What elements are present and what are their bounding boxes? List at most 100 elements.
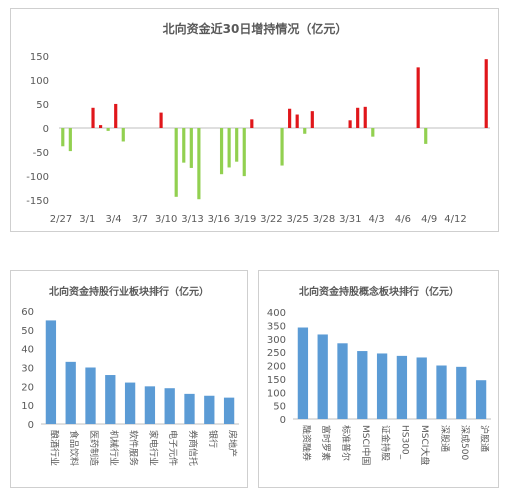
y-tick-label: -100 [26, 172, 49, 183]
y-tick-label: 400 [267, 308, 286, 319]
y-tick-label: 0 [28, 420, 34, 431]
bar [61, 128, 65, 147]
chart-title: 北向资金持股行业板块排行（亿元） [49, 285, 209, 298]
bar [348, 120, 352, 128]
bar [106, 128, 110, 131]
bar [396, 355, 408, 419]
y-tick-label: -150 [26, 196, 49, 207]
bar [219, 128, 224, 175]
y-tick-label: -50 [33, 148, 49, 159]
bar [337, 343, 348, 419]
bar [189, 128, 193, 168]
category-label: 软件服务 [128, 430, 140, 466]
category-label: MSCI中国 [360, 425, 372, 465]
bar [65, 361, 76, 424]
y-tick-label: 30 [21, 364, 34, 375]
bar [159, 112, 163, 128]
category-label: 银行 [207, 430, 219, 448]
bar [484, 59, 488, 128]
x-tick-label: 3/1 [79, 214, 95, 225]
bar [357, 351, 368, 419]
bar [371, 128, 375, 137]
category-label: 券商信托 [187, 430, 199, 466]
industry-chart: 北向资金持股行业板块排行（亿元） 60 50 40 30 20 10 0 酿酒行业 食品饮料 医药制… [21, 285, 239, 466]
y-tick-label: 100 [30, 76, 49, 87]
bar [223, 397, 235, 424]
y-tick-label: 0 [280, 415, 286, 426]
y-tick-label: 0 [43, 124, 49, 135]
bar [121, 128, 125, 142]
x-tick-label: 3/7 [132, 214, 148, 225]
y-tick-label: 250 [267, 348, 286, 359]
x-tick-label: 4/9 [421, 214, 437, 225]
bar [124, 382, 136, 424]
bar [105, 375, 116, 424]
category-label: 证金持股 [380, 425, 392, 461]
y-tick-label: 150 [267, 375, 286, 386]
category-label: 深股通 [439, 425, 450, 452]
bar [436, 365, 447, 419]
bar [227, 128, 231, 168]
y-tick-label: 300 [267, 335, 286, 346]
bar [68, 128, 72, 152]
bar [98, 125, 103, 128]
bar [184, 393, 195, 424]
y-tick-label: 10 [21, 401, 34, 412]
bar [250, 119, 254, 128]
bar [288, 108, 292, 128]
y-tick-label: 60 [21, 307, 34, 318]
category-label: 房地产 [227, 430, 239, 457]
daily-flow-chart-panel: 北向资金近30日增持情况（亿元） 150 100 50 0 -50 -100 -150 2/27… [10, 8, 499, 232]
y-tick-label: 20 [21, 382, 34, 393]
bar [280, 128, 284, 166]
category-label: 融资融券 [300, 425, 312, 461]
bar [144, 386, 156, 424]
bar [114, 103, 118, 128]
category-label: 机械行业 [108, 430, 120, 466]
chart-title: 北向资金持股概念板块排行（亿元） [299, 285, 459, 298]
bar [204, 395, 215, 424]
y-tick-label: 50 [273, 402, 286, 413]
category-label: 沪股通 [479, 425, 491, 452]
category-label: HS300_ [399, 425, 409, 460]
x-tick-label: 3/31 [339, 214, 361, 225]
y-tick-label: 50 [21, 326, 34, 337]
bar [424, 128, 428, 144]
bar [317, 334, 328, 419]
y-tick-label: 350 [267, 321, 286, 332]
chart-title: 北向资金近30日增持情况（亿元） [163, 21, 348, 36]
bar [295, 114, 299, 128]
y-tick-label: 50 [36, 100, 49, 111]
category-label: MSCI大盘 [419, 425, 431, 465]
category-label: 电子元件 [167, 430, 179, 466]
bar [182, 128, 186, 163]
bar [456, 366, 467, 419]
industry-chart-panel: 北向资金持股行业板块排行（亿元） 60 50 40 30 20 10 0 酿酒行业 食品饮料 医药制… [10, 270, 248, 488]
bar [416, 67, 420, 128]
x-tick-label: 3/10 [155, 214, 177, 225]
bar [376, 353, 388, 419]
category-label: 家电行业 [147, 430, 159, 466]
x-tick-label: 3/16 [208, 214, 230, 225]
y-tick-label: 40 [21, 345, 34, 356]
y-tick-label: 100 [267, 388, 286, 399]
y-tick-label: 150 [30, 52, 49, 63]
bar [197, 128, 201, 200]
category-label: 标准普尔 [340, 425, 352, 461]
concept-chart-panel: 北向资金持股概念板块排行（亿元） 400 350 300 250 200 150 100 50 0… [258, 270, 499, 488]
bar [310, 111, 314, 128]
bar [85, 367, 96, 424]
bar [91, 107, 95, 128]
x-tick-label: 4/3 [369, 214, 385, 225]
x-tick-label: 3/13 [181, 214, 203, 225]
bar [475, 380, 487, 419]
bar [303, 128, 307, 134]
category-label: 酿酒行业 [48, 430, 60, 466]
category-label: 深成500 [459, 425, 471, 460]
x-tick-label: 3/28 [313, 214, 335, 225]
bar [235, 128, 239, 162]
x-tick-label: 2/27 [50, 214, 72, 225]
daily-flow-chart: 北向资金近30日增持情况（亿元） 150 100 50 0 -50 -100 -1502/27… [26, 21, 490, 225]
x-tick-label: 3/25 [286, 214, 308, 225]
category-label: 富时罗素 [320, 425, 332, 461]
